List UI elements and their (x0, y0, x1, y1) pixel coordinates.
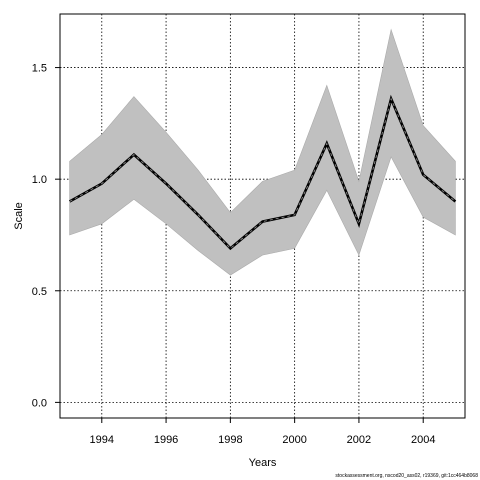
x-tick-label: 1994 (90, 434, 114, 446)
series-line-dash-overlay (69, 97, 456, 250)
y-tick-label: 0.0 (32, 397, 47, 409)
y-axis-title: Scale (13, 202, 25, 230)
x-tick-label: 1998 (218, 434, 242, 446)
y-tick-label: 1.5 (32, 63, 47, 75)
x-axis: 1994 1996 1998 2000 2002 2004 (90, 418, 435, 446)
series-line (68, 94, 457, 251)
x-tick-label: 1996 (154, 434, 178, 446)
y-tick-label: 0.5 (32, 286, 47, 298)
y-tick-label: 1.0 (32, 174, 47, 186)
x-tick-label: 2004 (411, 434, 435, 446)
confidence-band-area (69, 28, 456, 276)
x-tick-label: 2000 (282, 434, 306, 446)
footer-text: stockassessment.org, nscod20_ass02, r193… (335, 473, 478, 479)
x-tick-label: 2002 (347, 434, 371, 446)
confidence-band (69, 28, 456, 276)
y-axis: 0.0 0.5 1.0 1.5 (32, 63, 60, 409)
x-axis-title: Years (249, 457, 277, 469)
plot-frame (59, 13, 466, 419)
